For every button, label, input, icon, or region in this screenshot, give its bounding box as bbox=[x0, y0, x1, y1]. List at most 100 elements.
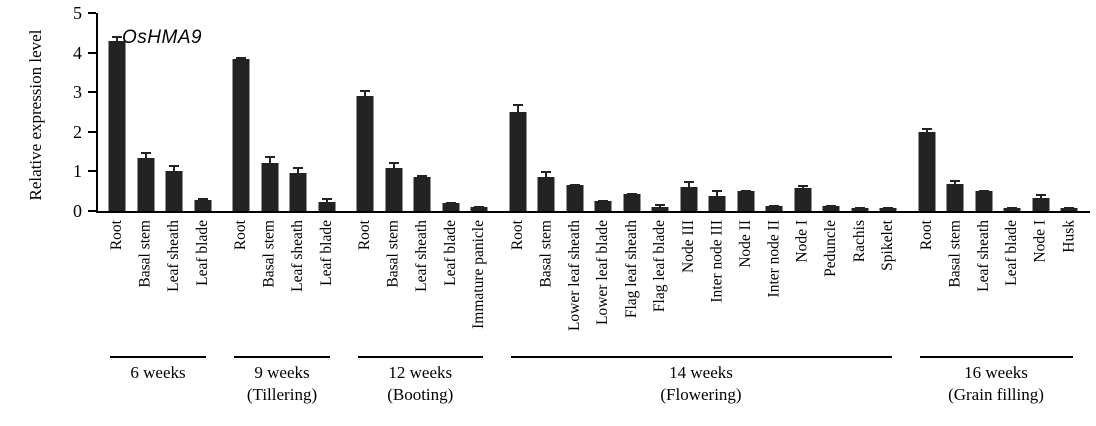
bar-group: Root Basal stem Leaf sheath Leaf blade Node … bbox=[913, 13, 1084, 292]
bar-slot: Leaf sheath bbox=[970, 13, 999, 292]
stage-cell: 16 weeks (Grain filling) bbox=[911, 356, 1082, 406]
bar bbox=[975, 191, 993, 211]
bar bbox=[822, 206, 840, 211]
error-bar bbox=[740, 190, 751, 193]
error-bar bbox=[950, 180, 961, 189]
y-tick-mark bbox=[88, 91, 96, 94]
bar bbox=[794, 188, 812, 211]
stage-cell: 9 weeks (Tillering) bbox=[225, 356, 339, 406]
bar-slot: Leaf blade bbox=[189, 13, 218, 286]
bar-slot: Basal stem bbox=[256, 13, 285, 288]
x-axis-label: Husk bbox=[1060, 220, 1078, 253]
stage-substage: (Booting) bbox=[387, 385, 454, 404]
bar bbox=[289, 172, 307, 211]
x-axis-label: Basal stem bbox=[946, 220, 964, 288]
x-axis-label: Leaf blade bbox=[193, 220, 211, 286]
bar bbox=[851, 208, 869, 211]
error-bar bbox=[264, 156, 275, 170]
stage-substage: (Tillering) bbox=[246, 385, 318, 404]
x-axis-label: Node I bbox=[1031, 220, 1049, 263]
error-bar bbox=[1007, 206, 1018, 209]
x-axis-label: Root bbox=[356, 220, 374, 251]
bar bbox=[509, 112, 527, 211]
error-bar bbox=[512, 104, 523, 120]
stage-bracket-line bbox=[358, 356, 483, 358]
bar-slot: Inter node II bbox=[760, 13, 789, 297]
x-axis-label: Peduncle bbox=[822, 220, 840, 277]
bar-slot: Root bbox=[227, 13, 256, 250]
y-tick-mark bbox=[88, 12, 96, 14]
x-axis-label: Root bbox=[508, 220, 526, 251]
x-axis-label: Flag leaf blade bbox=[651, 220, 669, 313]
bar bbox=[356, 96, 374, 211]
x-axis-label: Lower leaf blade bbox=[594, 220, 612, 325]
y-tick-mark bbox=[88, 170, 96, 173]
bar bbox=[232, 58, 250, 211]
x-axis-label: Leaf blade bbox=[441, 220, 459, 286]
bar-slot: Root bbox=[913, 13, 942, 250]
error-bar bbox=[626, 192, 637, 196]
bar bbox=[413, 177, 431, 211]
stage-cell: 14 weeks (Flowering) bbox=[502, 356, 901, 406]
stage-name: 12 weeks bbox=[388, 363, 453, 382]
error-bar bbox=[854, 207, 865, 210]
bar-slot: Husk bbox=[1055, 13, 1084, 253]
bar bbox=[879, 208, 897, 211]
bar-group: Root Basal stem Leaf sheath Leaf blade bbox=[103, 13, 218, 292]
bar-group: Root Basal stem Lower leaf sheath Lower lea… bbox=[504, 13, 903, 331]
x-axis-label: Leaf sheath bbox=[165, 220, 183, 292]
x-axis-label: Basal stem bbox=[136, 220, 154, 288]
bar-slot: Lower leaf sheath bbox=[561, 13, 590, 331]
error-bar bbox=[921, 127, 932, 136]
error-bar bbox=[978, 189, 989, 193]
stage-name: 14 weeks bbox=[669, 363, 733, 382]
bar-slot: Node II bbox=[732, 13, 761, 268]
x-axis-label: Leaf sheath bbox=[289, 220, 307, 292]
bar-slot: Leaf blade bbox=[998, 13, 1027, 286]
bar bbox=[765, 205, 783, 211]
stage-bracket-line bbox=[919, 356, 1073, 358]
error-bar bbox=[655, 204, 666, 210]
error-bar bbox=[293, 166, 304, 179]
error-bar bbox=[541, 171, 552, 184]
bar-slot: Leaf sheath bbox=[160, 13, 189, 292]
error-bar bbox=[417, 174, 428, 181]
x-axis-label: Root bbox=[232, 220, 250, 251]
stage-cell: 12 weeks (Booting) bbox=[349, 356, 492, 406]
bar bbox=[946, 184, 964, 211]
x-axis-label: Immature panicle bbox=[470, 220, 488, 329]
bar bbox=[594, 201, 612, 211]
x-axis-label: Inter node III bbox=[708, 220, 726, 303]
x-axis-label: Leaf blade bbox=[1003, 220, 1021, 286]
bar bbox=[470, 207, 488, 211]
bar-slot: Inter node III bbox=[703, 13, 732, 303]
x-axis-label: Inter node II bbox=[765, 220, 783, 298]
stage-name: 16 weeks bbox=[964, 363, 1028, 382]
error-bar bbox=[769, 204, 780, 207]
error-bar bbox=[112, 35, 123, 46]
x-axis-label: Root bbox=[108, 220, 126, 251]
bar-slot: Spikelet bbox=[874, 13, 903, 271]
bar bbox=[194, 199, 212, 211]
bar-slot: Immature panicle bbox=[465, 13, 494, 329]
x-axis-label: Rachis bbox=[850, 220, 868, 263]
bar-slot: Root bbox=[351, 13, 380, 250]
bar-slot: Leaf blade bbox=[313, 13, 342, 286]
error-bar bbox=[797, 185, 808, 192]
bar-group: Root Basal stem Leaf sheath Leaf blade bbox=[227, 13, 342, 292]
x-axis-label: Flag leaf sheath bbox=[622, 220, 640, 319]
error-bar bbox=[683, 180, 694, 194]
y-tick-mark bbox=[88, 210, 96, 212]
error-bar bbox=[826, 205, 837, 208]
error-bar bbox=[197, 197, 208, 202]
error-bar bbox=[474, 205, 485, 208]
bar-slot: Node I bbox=[789, 13, 818, 263]
y-tick-mark bbox=[88, 130, 96, 133]
x-axis-label: Leaf sheath bbox=[974, 220, 992, 292]
error-bar bbox=[388, 162, 399, 175]
error-bar bbox=[712, 190, 723, 202]
y-tick-label: 4 bbox=[73, 42, 82, 63]
x-axis-label: Lower leaf sheath bbox=[565, 220, 583, 332]
bar-slot: Node III bbox=[675, 13, 704, 273]
